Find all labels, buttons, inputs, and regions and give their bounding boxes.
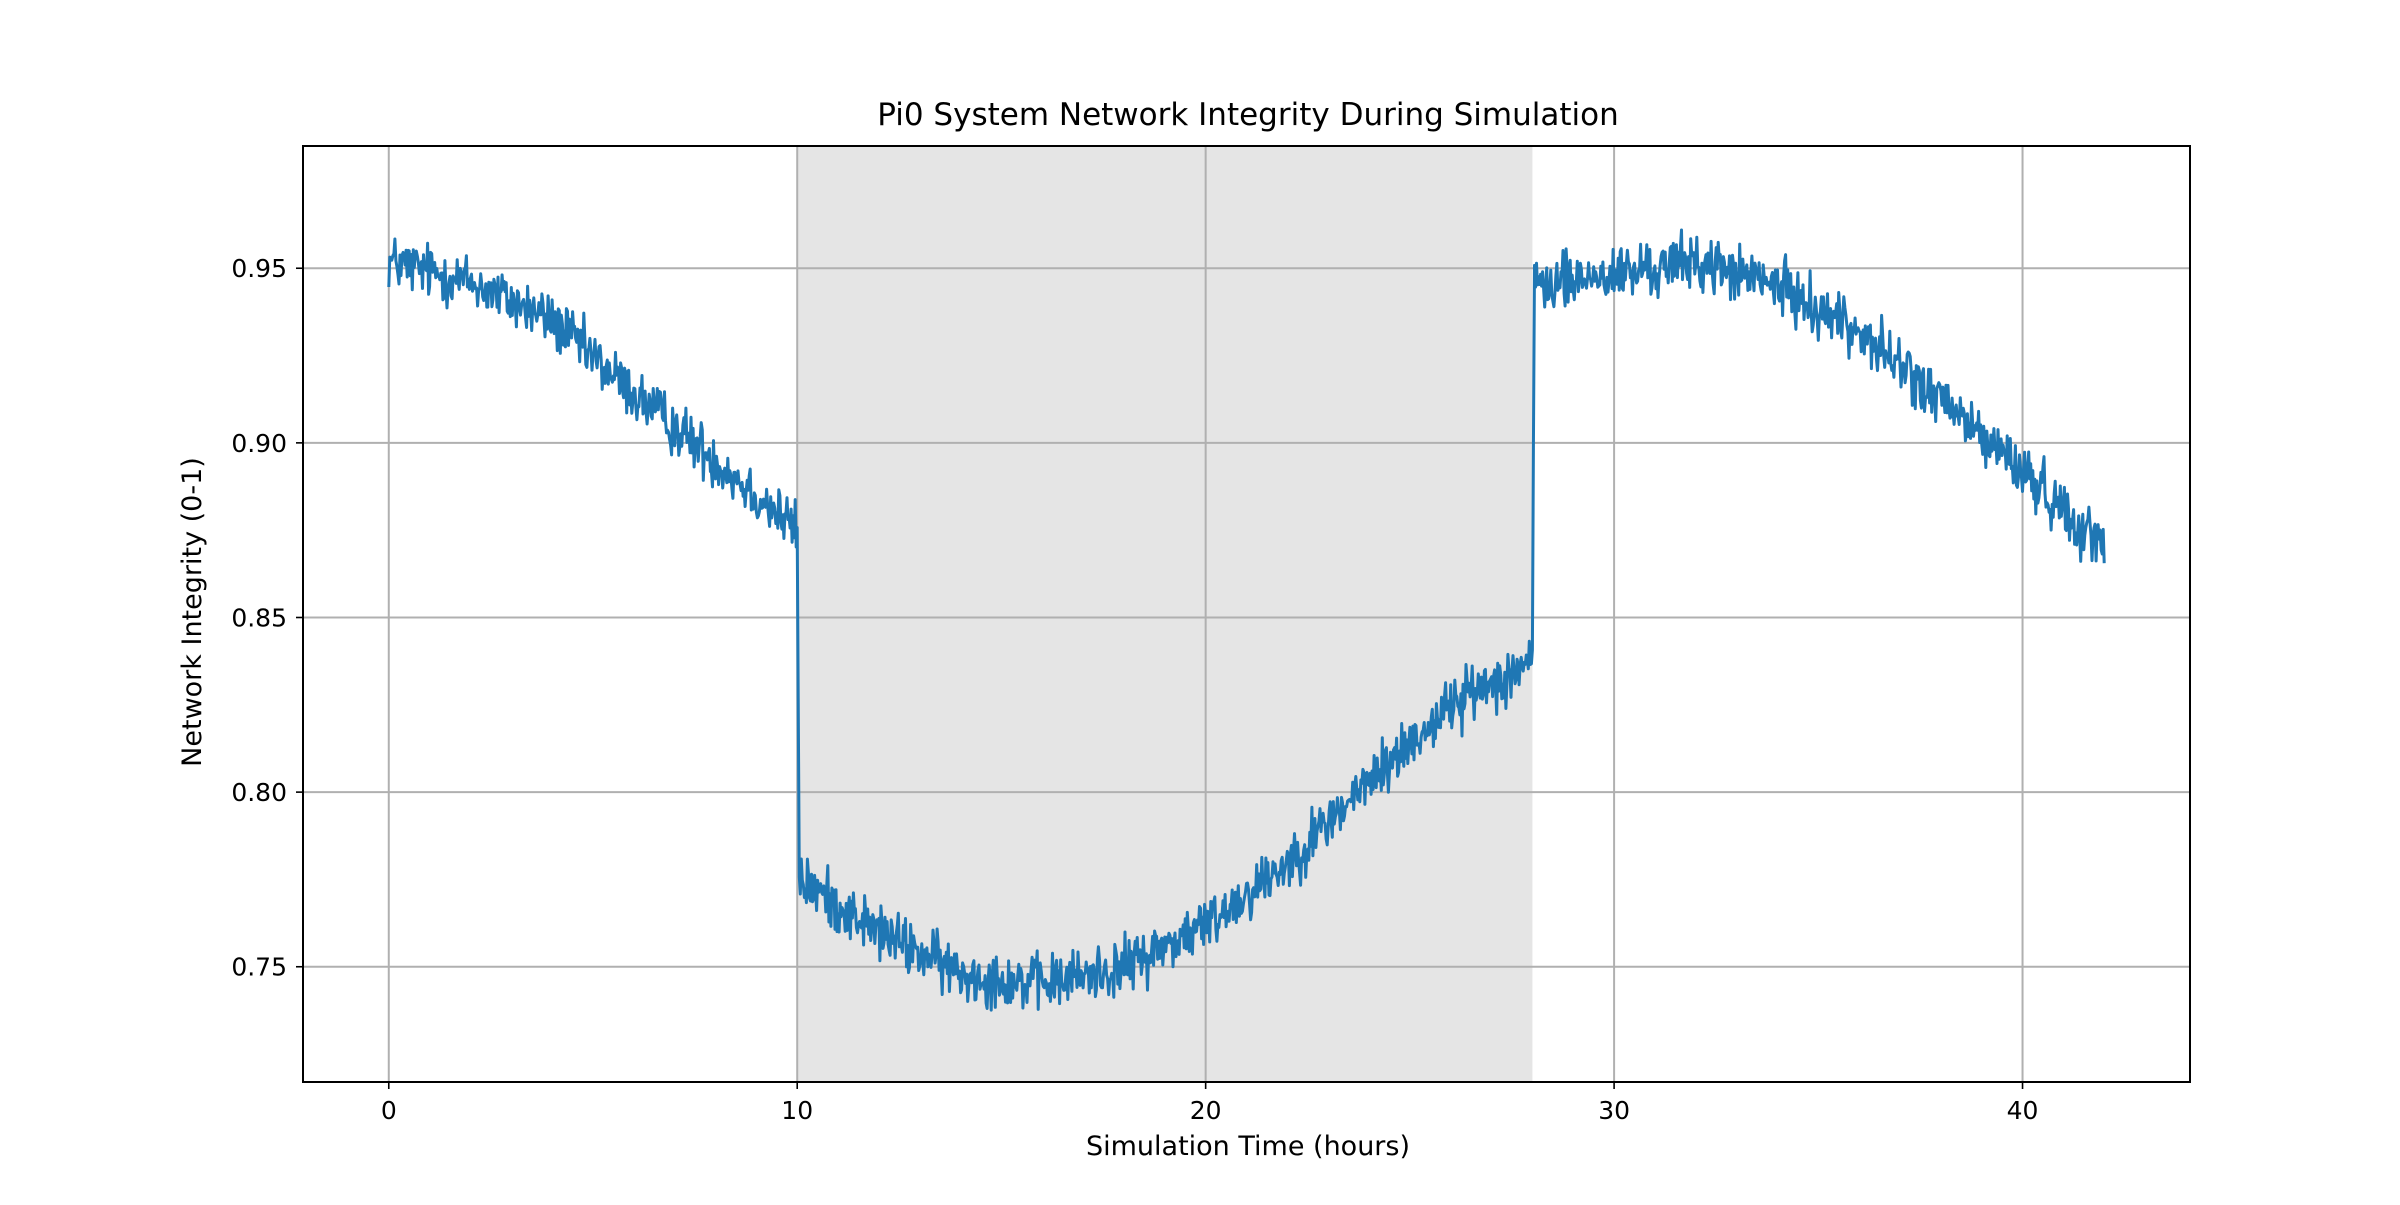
tick-layer: 0 10 20 30 40 0.75 0.80 0.85 0.90 0.95 <box>231 254 2038 1125</box>
x-tick-label: 20 <box>1190 1096 1222 1125</box>
shaded-region <box>797 146 1533 1082</box>
x-tick-label: 40 <box>2007 1096 2039 1125</box>
y-tick-label: 0.90 <box>231 429 287 458</box>
y-tick-label: 0.95 <box>231 254 287 283</box>
x-tick-label: 0 <box>381 1096 397 1125</box>
series-layer <box>387 228 2106 1012</box>
shade-layer <box>797 146 1533 1082</box>
chart-title: Pi0 System Network Integrity During Simu… <box>877 97 1619 133</box>
y-tick-label: 0.75 <box>231 953 287 982</box>
y-tick-label: 0.85 <box>231 603 287 632</box>
y-tick-label: 0.80 <box>231 778 287 807</box>
x-tick-label: 10 <box>781 1096 813 1125</box>
series-line <box>387 228 2106 1012</box>
x-axis-label: Simulation Time (hours) <box>1086 1131 1410 1162</box>
y-axis-label: Network Integrity (0-1) <box>177 457 208 767</box>
plot-frame <box>302 145 2191 1083</box>
grid-layer <box>303 146 2190 1082</box>
x-tick-label: 30 <box>1598 1096 1630 1125</box>
